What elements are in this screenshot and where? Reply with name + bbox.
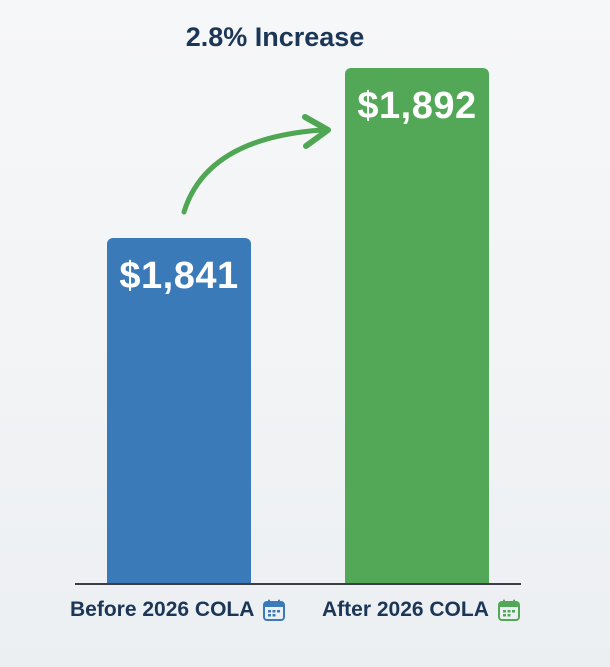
chart-title: 2.8% Increase xyxy=(185,22,365,52)
x-label-after: After 2026 COLA xyxy=(322,598,521,622)
bar-value-after: $1,892 xyxy=(357,85,477,127)
x-label-before: Before 2026 COLA xyxy=(70,598,286,622)
x-label-after-text: After 2026 COLA xyxy=(322,598,489,621)
x-label-before-text: Before 2026 COLA xyxy=(70,598,255,621)
bar-after: $1,892 xyxy=(345,68,489,584)
calendar-icon xyxy=(497,599,520,621)
bar-value-before: $1,841 xyxy=(119,255,239,297)
calendar-icon xyxy=(263,599,286,621)
bar-before: $1,841 xyxy=(107,238,251,584)
x-axis-line xyxy=(75,583,521,585)
